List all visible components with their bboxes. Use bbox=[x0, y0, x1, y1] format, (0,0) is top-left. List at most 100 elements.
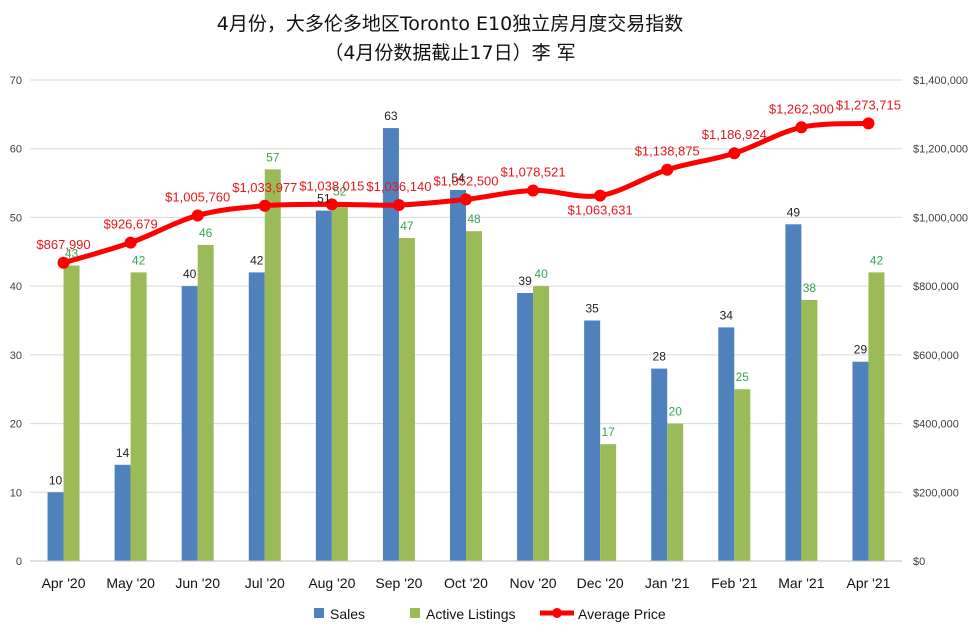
sales-data-label: 49 bbox=[787, 205, 801, 219]
active-listings-bar bbox=[600, 444, 617, 561]
sales-bar bbox=[517, 293, 534, 561]
active-listings-data-label: 40 bbox=[534, 267, 548, 281]
active-listings-bar bbox=[801, 299, 818, 561]
y-tick-left: 50 bbox=[10, 212, 22, 224]
y-tick-left: 10 bbox=[10, 487, 22, 499]
x-tick-label: Jun '20 bbox=[175, 575, 220, 591]
sales-data-label: 34 bbox=[720, 308, 734, 322]
x-tick-label: Sep '20 bbox=[375, 575, 422, 591]
sales-data-label: 35 bbox=[585, 302, 599, 316]
average-price-data-label: $1,138,875 bbox=[635, 144, 700, 159]
average-price-data-label: $1,273,715 bbox=[836, 97, 901, 112]
average-price-marker bbox=[460, 193, 472, 206]
active-listings-data-label: 42 bbox=[870, 253, 884, 267]
active-listings-bar bbox=[398, 238, 415, 562]
sales-data-label: 51 bbox=[317, 192, 331, 206]
x-tick-label: Mar '21 bbox=[778, 575, 824, 591]
average-price-data-label: $1,078,521 bbox=[501, 164, 566, 179]
average-price-marker bbox=[258, 199, 271, 212]
left-axis: 0 10 20 30 40 50 60 70 bbox=[10, 75, 22, 568]
sales-data-label: 39 bbox=[518, 274, 532, 288]
x-tick-label: Dec '20 bbox=[577, 575, 624, 591]
average-price-marker bbox=[124, 236, 137, 249]
average-price-marker bbox=[862, 117, 875, 130]
y-tick-right: $400,000 bbox=[913, 419, 959, 431]
active-listings-data-label: 47 bbox=[400, 219, 414, 233]
y-tick-right: $0 bbox=[913, 556, 925, 568]
average-price-line bbox=[57, 117, 875, 269]
sales-bar bbox=[785, 224, 802, 562]
sales-bar bbox=[450, 189, 466, 561]
y-tick-right: $200,000 bbox=[913, 487, 959, 499]
average-price-data-label: $1,038,015 bbox=[299, 178, 364, 193]
sales-bar bbox=[181, 286, 198, 561]
average-price-data-label: $1,036,140 bbox=[366, 179, 431, 194]
legend: Sales Active Listings Average Price bbox=[314, 606, 666, 622]
average-price-marker bbox=[527, 184, 540, 197]
y-tick-right: $1,400,000 bbox=[913, 75, 968, 87]
sales-data-label: 10 bbox=[49, 473, 63, 487]
x-axis: Apr '20 May '20 Jun '20 Jul '20 Aug '20 Sep '… bbox=[42, 575, 891, 591]
active-listings-data-label: 52 bbox=[333, 185, 347, 199]
active-listings-bar bbox=[130, 272, 147, 561]
x-tick-label: Nov '20 bbox=[510, 575, 557, 591]
y-tick-left: 70 bbox=[10, 75, 22, 87]
y-tick-left: 0 bbox=[16, 556, 22, 568]
x-tick-label: May '20 bbox=[106, 575, 155, 591]
active-listings-bar bbox=[868, 272, 885, 561]
active-listings-data-label: 17 bbox=[601, 425, 615, 439]
active-listings-data-label: 25 bbox=[736, 370, 750, 384]
average-price-marker bbox=[795, 121, 808, 134]
average-price-marker bbox=[392, 199, 405, 212]
sales-bar bbox=[382, 128, 399, 561]
active-listings-data-label: 46 bbox=[199, 226, 213, 240]
active-listings-data-label: 20 bbox=[669, 405, 683, 419]
y-tick-right: $800,000 bbox=[913, 281, 959, 293]
average-price-marker bbox=[661, 163, 674, 176]
sales-data-label: 29 bbox=[854, 343, 868, 357]
y-tick-right: $600,000 bbox=[913, 350, 959, 362]
active-listings-bar bbox=[734, 389, 751, 561]
active-listings-data-label: 43 bbox=[65, 247, 79, 261]
x-tick-label: Apr '20 bbox=[42, 575, 86, 591]
chart-subtitle: （4月份数据截止17日）李 军 bbox=[324, 42, 575, 64]
active-listings-bar bbox=[331, 203, 348, 561]
active-listings-bar bbox=[264, 169, 281, 562]
average-price-data-label: $1,005,760 bbox=[165, 189, 230, 204]
average-price-data-label: $926,679 bbox=[103, 217, 157, 232]
legend-swatch-active-listings bbox=[410, 608, 420, 618]
x-tick-label: Jul '20 bbox=[245, 575, 285, 591]
average-price-data-label: $1,262,300 bbox=[769, 101, 834, 116]
active-listings-data-label: 57 bbox=[266, 150, 280, 164]
sales-data-label: 63 bbox=[384, 109, 398, 123]
legend-swatch-sales bbox=[314, 608, 324, 618]
y-tick-right: $1,200,000 bbox=[913, 144, 968, 156]
y-tick-left: 20 bbox=[10, 419, 22, 431]
active-listings-bar bbox=[667, 423, 684, 561]
sales-bar bbox=[852, 361, 869, 561]
active-listings-data-label: 42 bbox=[132, 253, 146, 267]
sales-bar bbox=[114, 464, 131, 561]
sales-bar bbox=[248, 272, 265, 561]
y-tick-left: 40 bbox=[10, 281, 22, 293]
legend-label-average-price: Average Price bbox=[578, 606, 666, 622]
sales-data-label: 40 bbox=[183, 267, 197, 281]
x-tick-label: Oct '20 bbox=[444, 575, 488, 591]
legend-label-active-listings: Active Listings bbox=[426, 606, 515, 622]
sales-data-label: 14 bbox=[116, 446, 130, 460]
average-price-data-label: $1,063,631 bbox=[568, 203, 633, 218]
sales-data-label: 54 bbox=[451, 171, 465, 185]
active-listings-bar bbox=[63, 265, 80, 561]
y-tick-right: $1,000,000 bbox=[913, 212, 968, 224]
sales-data-label: 28 bbox=[653, 350, 667, 364]
average-price-marker bbox=[57, 256, 70, 269]
sales-bar bbox=[651, 368, 668, 561]
active-listings-data-label: 38 bbox=[803, 281, 817, 295]
average-price-marker bbox=[191, 209, 204, 222]
x-tick-label: Apr '21 bbox=[847, 575, 891, 591]
active-listings-bar bbox=[197, 244, 214, 561]
x-tick-label: Feb '21 bbox=[711, 575, 757, 591]
right-axis: $0 $200,000 $400,000 $600,000 $800,000 $1,000… bbox=[913, 75, 968, 568]
